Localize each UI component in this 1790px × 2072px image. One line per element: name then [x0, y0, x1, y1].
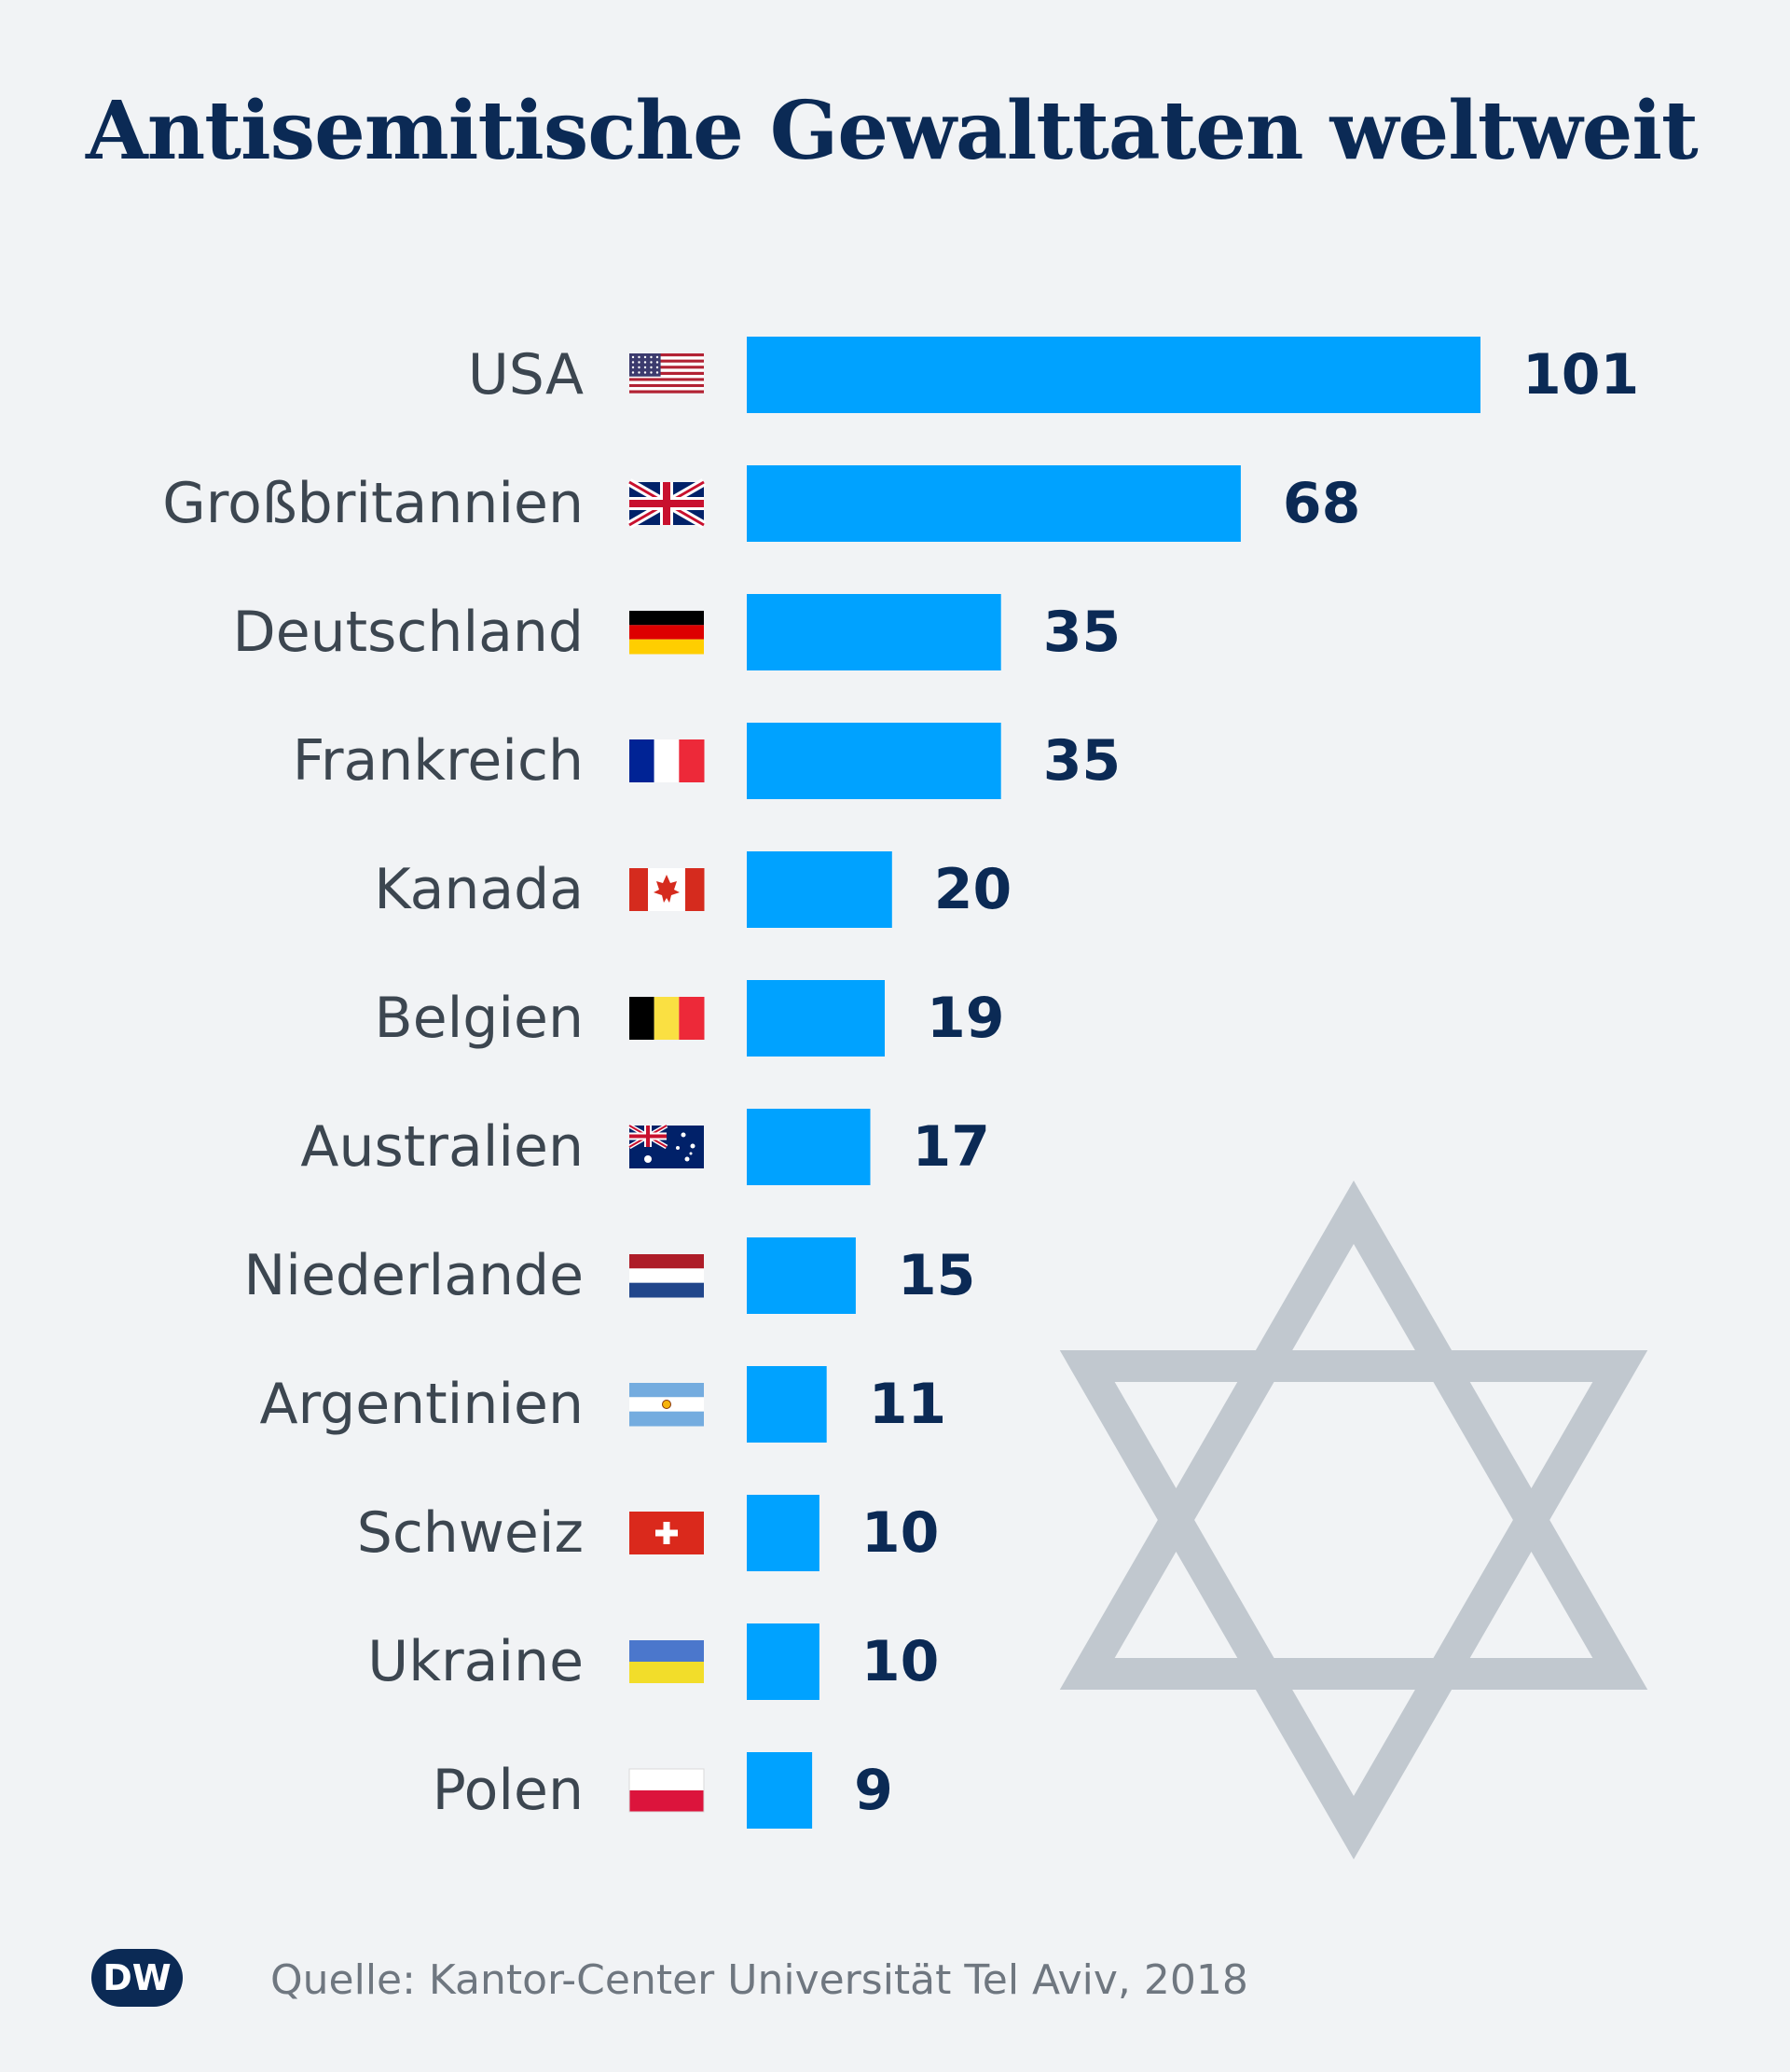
bar: [747, 1752, 813, 1829]
star-of-david-icon: [1059, 1181, 1648, 1859]
gb-flag-icon: [626, 478, 707, 529]
ar-flag-icon: [629, 1383, 704, 1427]
category-label: Argentinien: [259, 1372, 584, 1437]
chart-title: Antisemitische Gewalttaten weltweit: [86, 84, 1699, 178]
chart-row: Argentinien 11: [259, 1366, 946, 1443]
bar: [747, 980, 885, 1057]
pl-flag-icon: [628, 1768, 705, 1813]
value-label: 20: [934, 857, 1012, 922]
bar: [747, 337, 1480, 413]
chart-row: Polen 9: [433, 1752, 893, 1829]
star-triangle-up: [1059, 1181, 1648, 1690]
value-label: 17: [913, 1114, 991, 1180]
au-flag-icon: [627, 1123, 704, 1168]
de-flag-icon: [629, 611, 704, 655]
value-label: 10: [861, 1629, 940, 1694]
dw-logo: DW: [91, 1949, 183, 2007]
category-label: Kanada: [374, 857, 584, 922]
value-label: 101: [1522, 342, 1639, 407]
be-flag-icon: [629, 997, 705, 1040]
bar: [747, 723, 1001, 799]
bar: [747, 1623, 819, 1700]
chart-row: Niederlande 15: [243, 1237, 975, 1314]
value-label: 35: [1043, 600, 1122, 665]
category-label: Ukraine: [367, 1629, 584, 1694]
chart-row: Kanada 20: [374, 851, 1012, 928]
category-label: Niederlande: [243, 1243, 584, 1308]
category-label: Großbritannien: [162, 471, 584, 536]
chart-row: Ukraine 10: [367, 1623, 939, 1700]
value-label: 35: [1043, 728, 1122, 794]
star-triangle-down: [1059, 1350, 1648, 1859]
logo-text: DW: [103, 1957, 171, 1998]
bar: [747, 465, 1241, 542]
chart-row: Schweiz 10: [357, 1495, 940, 1571]
value-label: 68: [1283, 471, 1361, 536]
category-label: Frankreich: [293, 728, 584, 794]
category-label: Polen: [433, 1758, 584, 1823]
chart-row: Frankreich 35: [293, 723, 1122, 799]
bar: [747, 594, 1001, 670]
chart-row: Deutschland 35: [233, 594, 1122, 670]
fr-flag-icon: [629, 739, 705, 782]
value-label: 9: [854, 1758, 893, 1823]
nl-flag-icon: [629, 1254, 704, 1298]
category-label: Deutschland: [233, 600, 585, 665]
bar: [747, 851, 892, 928]
value-label: 19: [927, 986, 1005, 1051]
category-label: Australien: [300, 1114, 584, 1180]
chart-row: Australien 17: [300, 1109, 990, 1185]
category-label: Belgien: [375, 986, 584, 1051]
value-label: 11: [869, 1372, 947, 1437]
bar: [747, 1366, 827, 1443]
category-label: USA: [468, 342, 584, 407]
ch-flag-icon: [629, 1512, 704, 1554]
footer: DW Quelle: Kantor-Center Universität Tel…: [90, 1947, 1674, 2012]
category-label: Schweiz: [357, 1500, 584, 1566]
source-note: Quelle: Kantor-Center Universität Tel Av…: [270, 1956, 1248, 2004]
value-label: 15: [898, 1243, 976, 1308]
ca-flag-icon: [629, 868, 705, 911]
us-flag-icon: [629, 353, 704, 394]
chart-row: Großbritannien 68: [162, 465, 1360, 542]
chart-row: USA 101: [468, 337, 1639, 413]
value-label: 10: [861, 1500, 940, 1566]
bar: [747, 1237, 856, 1314]
bar: [747, 1109, 871, 1185]
bar: [747, 1495, 819, 1571]
chart-row: Belgien 19: [375, 980, 1005, 1057]
ua-flag-icon: [629, 1640, 704, 1683]
